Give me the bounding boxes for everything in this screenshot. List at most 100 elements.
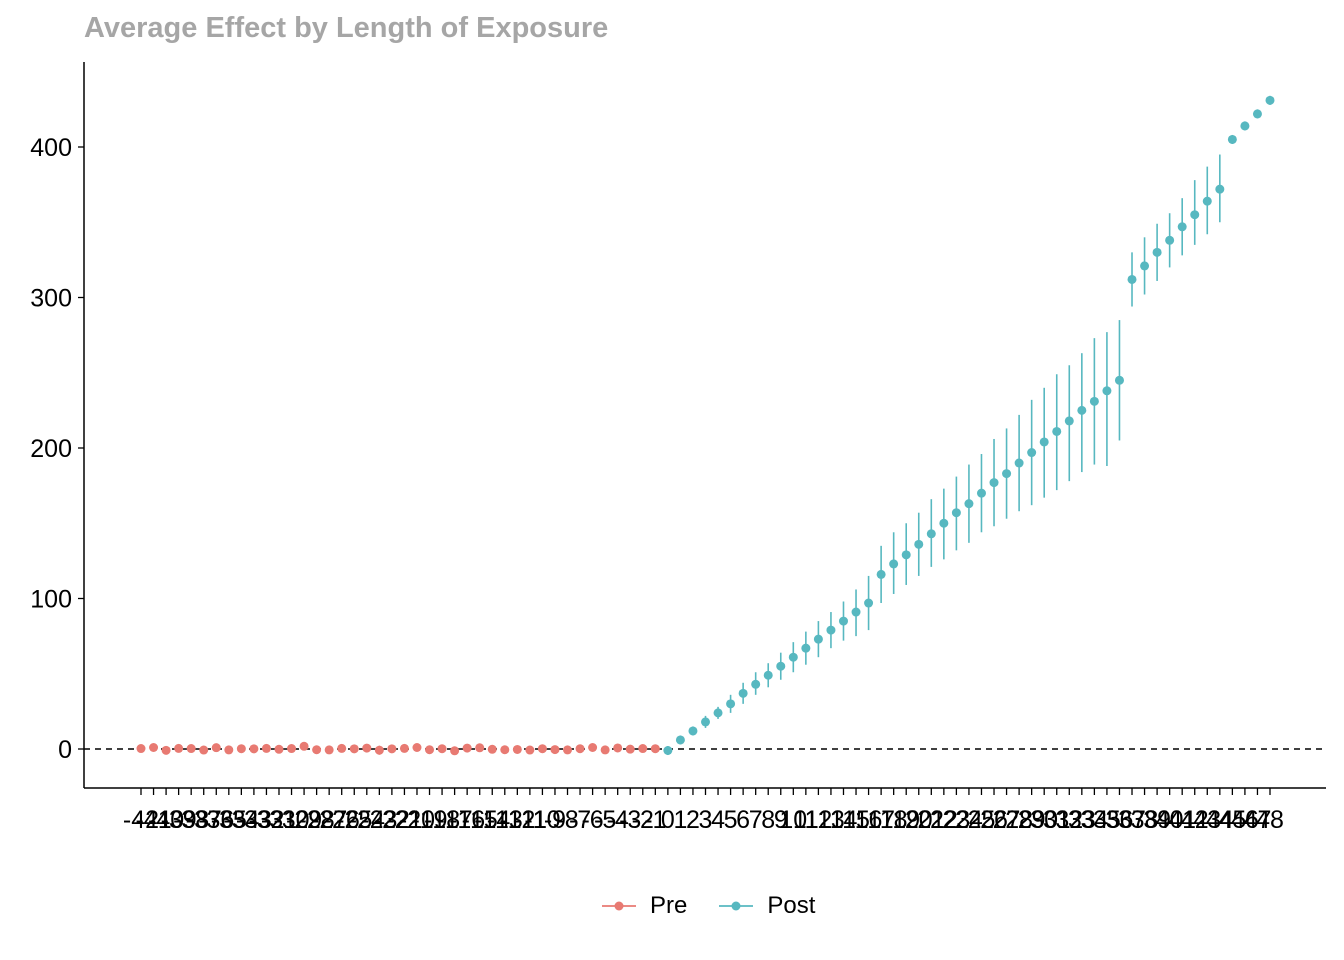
post-point xyxy=(1202,196,1212,206)
pre-point xyxy=(261,743,271,753)
pre-point xyxy=(525,745,535,755)
post-point xyxy=(1027,448,1037,458)
x-tick-label: -24 xyxy=(349,806,385,834)
post-point xyxy=(1014,458,1024,468)
post-point xyxy=(701,717,710,727)
x-tick-label: 46 xyxy=(1231,806,1259,834)
pre-point xyxy=(487,744,497,754)
x-tick-label: -9 xyxy=(544,806,566,834)
pre-point xyxy=(588,742,598,752)
x-tick-label: 45 xyxy=(1218,806,1246,834)
pre-point xyxy=(374,745,384,755)
pre-point xyxy=(199,745,209,755)
y-axis-ticks: 0 100 200 300 400 xyxy=(30,134,84,764)
x-tick-label: 31 xyxy=(1043,806,1071,834)
x-tick-label: 23 xyxy=(942,806,970,834)
pre-point xyxy=(500,745,510,755)
post-point xyxy=(964,499,974,509)
y-tick-label: 100 xyxy=(30,586,72,614)
x-axis-ticks: -42-41-40-39-38-37-36-35-34-33-32-31-30-… xyxy=(123,788,1284,834)
pre-point xyxy=(537,744,547,754)
x-tick-label: 25 xyxy=(968,806,996,834)
x-tick-label: -11 xyxy=(513,806,547,834)
x-tick-label: 48 xyxy=(1256,806,1284,834)
x-tick-label: 44 xyxy=(1206,806,1234,834)
post-point xyxy=(901,550,911,560)
x-tick-label: -28 xyxy=(299,806,335,834)
x-tick-label: -3 xyxy=(619,806,641,834)
x-tick-label: 14 xyxy=(830,806,858,834)
x-tick-label: 2 xyxy=(686,806,700,834)
pre-point xyxy=(362,743,372,753)
post-point xyxy=(926,529,936,539)
pre-point xyxy=(512,744,522,754)
x-tick-label: 41 xyxy=(1168,806,1196,834)
pre-point xyxy=(287,744,297,754)
pre-point xyxy=(450,746,460,756)
post-point xyxy=(951,508,961,518)
post-point xyxy=(663,746,673,756)
x-tick-label: -27 xyxy=(311,806,347,834)
pre-point xyxy=(161,745,171,755)
post-point xyxy=(864,598,874,608)
x-tick-label: 26 xyxy=(980,806,1008,834)
pre-point xyxy=(600,745,610,755)
x-tick-label: 27 xyxy=(993,806,1021,834)
chart-title: Average Effect by Length of Exposure xyxy=(84,12,609,44)
x-tick-label: -30 xyxy=(273,806,309,834)
x-tick-label: -33 xyxy=(236,806,272,834)
pre-point xyxy=(249,744,259,754)
post-point xyxy=(763,670,773,680)
x-tick-label: 24 xyxy=(955,806,983,834)
x-tick-label: -18 xyxy=(424,806,460,834)
x-tick-label: 34 xyxy=(1080,806,1108,834)
pre-point xyxy=(613,743,623,753)
pre-point xyxy=(337,743,347,753)
x-tick-label: 9 xyxy=(774,806,788,834)
post-point xyxy=(726,699,736,709)
x-tick-label: 29 xyxy=(1018,806,1046,834)
x-tick-label: -16 xyxy=(449,806,485,834)
pre-point xyxy=(211,743,221,753)
pre-point xyxy=(349,744,359,754)
x-tick-label: 0 xyxy=(661,806,675,834)
legend-label-post: Post xyxy=(767,892,816,919)
post-point xyxy=(751,679,761,689)
post-point xyxy=(1064,416,1074,426)
post-point xyxy=(914,539,924,549)
pre-point xyxy=(387,744,397,754)
x-tick-label: -41 xyxy=(135,806,171,834)
x-tick-label: 30 xyxy=(1030,806,1058,834)
pre-point xyxy=(186,744,196,754)
x-tick-label: 40 xyxy=(1156,806,1184,834)
legend-swatch-post xyxy=(719,901,754,911)
x-tick-label: -31 xyxy=(261,806,297,834)
pre-point xyxy=(324,745,334,755)
x-tick-label: -37 xyxy=(186,806,222,834)
post-point xyxy=(1002,469,1012,479)
pre-point xyxy=(274,744,284,754)
post-point xyxy=(1165,235,1175,245)
pre-point xyxy=(174,743,184,753)
x-tick-label: 32 xyxy=(1055,806,1083,834)
x-tick-label: 10 xyxy=(779,806,807,834)
x-tick-label: -2 xyxy=(632,806,654,834)
x-tick-label: 21 xyxy=(917,806,945,834)
x-tick-label: -40 xyxy=(148,806,184,834)
x-tick-label: 42 xyxy=(1181,806,1209,834)
x-tick-label: -15 xyxy=(462,806,498,834)
x-tick-label: -10 xyxy=(524,806,560,834)
x-tick-label: 5 xyxy=(724,806,738,834)
post-point xyxy=(889,559,899,569)
error-bars xyxy=(140,95,1271,756)
x-tick-label: 37 xyxy=(1118,806,1146,834)
post-point xyxy=(776,661,786,671)
legend-swatch-pre xyxy=(602,901,636,911)
pre-point xyxy=(236,744,246,754)
x-tick-label: -25 xyxy=(336,806,372,834)
x-tick-label: 16 xyxy=(855,806,883,834)
post-point xyxy=(813,634,823,644)
y-tick-label: 200 xyxy=(30,435,72,463)
x-tick-label: -19 xyxy=(411,806,447,834)
pre-point xyxy=(149,742,159,752)
